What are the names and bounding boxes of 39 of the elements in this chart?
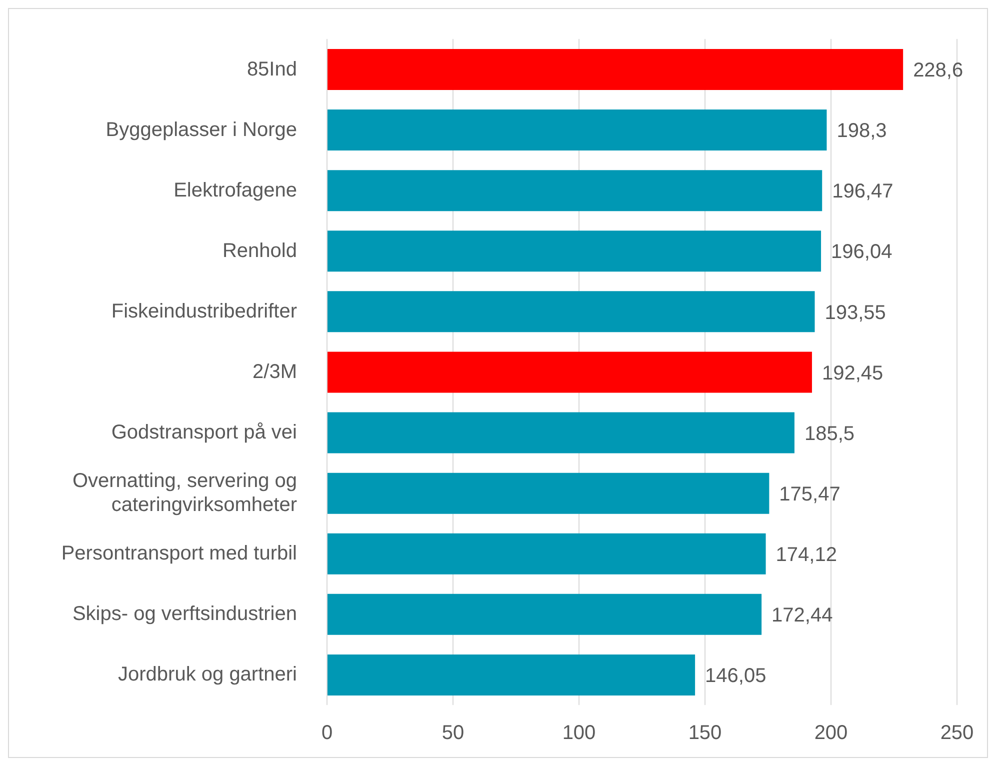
y-tick-label: Fiskeindustribedrifter bbox=[111, 300, 298, 322]
data-label: 196,47 bbox=[832, 180, 894, 203]
y-tick-label: 2/3M bbox=[252, 361, 297, 383]
data-label: 172,44 bbox=[772, 604, 833, 627]
y-tick-label: Skips- og verftsindustrien bbox=[72, 603, 297, 626]
x-tick-label: 250 bbox=[940, 722, 974, 744]
x-tick-label: 100 bbox=[562, 722, 596, 744]
data-label: 175,47 bbox=[779, 483, 840, 506]
bar bbox=[327, 594, 762, 635]
y-tick-label: Renhold bbox=[222, 240, 297, 262]
y-tick-label: Overnatting, servering og cateringvirksomheter bbox=[72, 470, 298, 516]
bar bbox=[327, 230, 822, 272]
data-label: 174,12 bbox=[776, 544, 837, 566]
y-tick-label: Byggeplasser i Norge bbox=[106, 118, 297, 141]
data-label: 185,5 bbox=[804, 422, 855, 445]
x-tick-label: 200 bbox=[814, 722, 848, 744]
bar bbox=[327, 291, 815, 332]
y-tick-label: 85Ind bbox=[246, 58, 297, 80]
x-tick-label: 150 bbox=[688, 722, 722, 744]
data-label: 146,05 bbox=[705, 665, 766, 688]
y-tick-label: Elektrofagene bbox=[174, 179, 297, 202]
data-label: 196,04 bbox=[831, 241, 892, 264]
bar bbox=[327, 412, 794, 454]
bar bbox=[327, 110, 827, 151]
y-tick-label: Persontransport med turbil bbox=[61, 542, 297, 565]
x-tick-label: 0 bbox=[321, 722, 333, 744]
y-tick-label: Jordbruk og gartneri bbox=[118, 664, 297, 686]
bar bbox=[327, 170, 822, 212]
bar bbox=[327, 352, 812, 393]
data-label: 228,6 bbox=[913, 60, 964, 82]
bar bbox=[327, 49, 904, 90]
y-tick-label: Godstransport på vei bbox=[111, 422, 297, 444]
bar bbox=[327, 472, 770, 514]
bar bbox=[327, 654, 696, 696]
x-tick-label: 50 bbox=[442, 722, 464, 744]
bar bbox=[327, 533, 766, 574]
data-label: 198,3 bbox=[836, 120, 887, 142]
data-label: 192,45 bbox=[822, 362, 884, 384]
data-label: 193,55 bbox=[824, 302, 886, 324]
